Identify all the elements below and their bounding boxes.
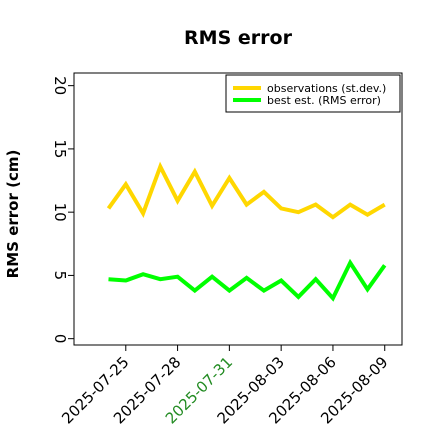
- y-tick-label: 15: [51, 139, 69, 158]
- legend: observations (st.dev.)best est. (RMS err…: [225, 74, 401, 113]
- legend-label: best est. (RMS error): [267, 94, 381, 107]
- series-line: [106, 161, 386, 220]
- series-line: [108, 258, 387, 302]
- plot-area: 051015202025-07-252025-07-282025-07-3120…: [51, 72, 403, 427]
- legend-label: observations (st.dev.): [267, 82, 386, 95]
- y-tick-label: 5: [51, 271, 69, 281]
- y-tick-label: 0: [51, 334, 69, 344]
- chart-title: RMS error: [184, 27, 293, 49]
- legend-box: [225, 74, 401, 113]
- y-tick-label: 10: [51, 203, 69, 222]
- y-axis-label: RMS error (cm): [4, 150, 22, 279]
- y-tick-label: 20: [51, 76, 69, 95]
- plot-frame: [73, 72, 403, 346]
